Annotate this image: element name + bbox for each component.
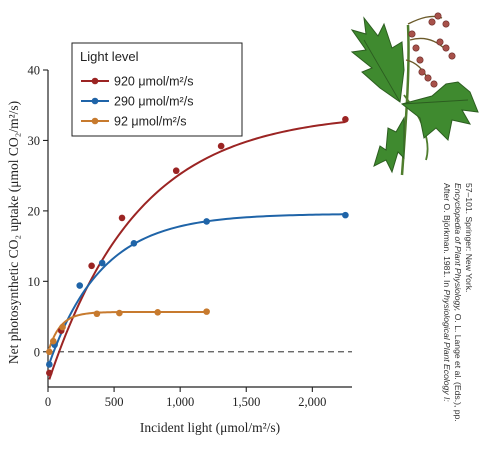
legend-swatch-marker [91,97,99,105]
legend-label: 920 μmol/m²/s [114,75,193,89]
y-tick-label: 20 [28,204,41,218]
legend-swatch-marker [91,117,99,125]
data-point [203,218,210,225]
series-line-3 [48,310,207,349]
series-lines [48,120,346,380]
legend-label: 92 μmol/m²/s [114,115,187,129]
data-point [88,262,95,270]
series-line-2 [48,213,346,364]
data-point [342,211,349,219]
x-tick-label: 1,500 [232,395,260,409]
legend-label: 290 μmol/m²/s [114,95,193,109]
x-axis-title: Incident light (μmol/m²/s) [140,420,280,435]
x-tick-label: 500 [105,395,124,409]
series-points [46,116,349,377]
data-point [217,142,225,150]
data-point [76,282,84,289]
data-point [130,239,138,247]
y-tick-label: 30 [28,134,41,148]
x-tick-label: 2,000 [298,395,326,409]
legend: Light level 920 μmol/m²/s 290 μmol/m²/s 92… [71,42,243,137]
data-point [49,337,57,345]
data-point [93,310,101,318]
y-tick-label: 40 [28,64,41,78]
y-axis-title: Net photosynthetic CO₂ uptake (μmol CO₂/… [6,101,21,364]
y-tick-label: 0 [34,345,40,359]
source-credit-line-3: 57–101. Springer: New York. [464,183,474,292]
data-point [172,167,180,175]
data-point [118,214,126,222]
data-point [46,369,53,377]
data-point [59,323,66,331]
y-tick-label: 10 [28,275,41,289]
source-credit: After O. Björkman. 1981. In Physiologica… [442,183,474,422]
legend-swatch-marker [91,77,99,85]
plant-leaf-icon [350,12,479,176]
data-point [46,361,53,368]
x-axis-ticks: 0 500 1,000 1,500 2,000 [45,387,326,409]
data-point [203,308,210,315]
source-credit-line-2: Encyclopedia of Plant Physiology, O. L. … [453,183,463,422]
series-line-1 [48,120,346,380]
data-point [154,309,162,316]
data-point [46,348,53,356]
data-point [98,259,106,267]
legend-title: Light level [80,49,139,64]
data-point [116,309,123,317]
y-axis-ticks: 0 10 20 30 40 [28,64,48,359]
x-tick-label: 0 [45,395,51,409]
x-tick-label: 1,000 [166,395,194,409]
data-point [342,116,349,123]
source-credit-line-1: After O. Björkman. 1981. In Physiologica… [442,183,452,402]
